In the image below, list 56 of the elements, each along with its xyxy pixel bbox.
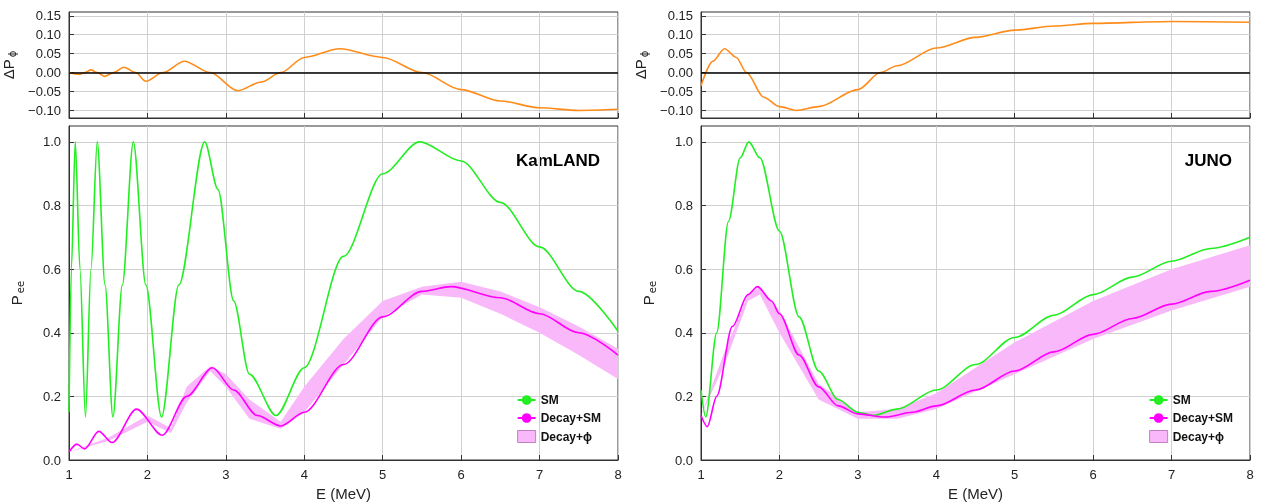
y-tick-label: 0.0 [674,452,693,468]
x-tick-label: 3 [222,467,230,482]
y-axis-title: Pee [7,280,26,306]
y-tick-label: 0.2 [42,388,61,404]
annotation: KamLAND [515,151,600,170]
x-tick-label: 6 [457,467,465,482]
x-tick-label: 1 [697,467,705,482]
y-tick-label: 0.2 [674,388,693,404]
x-tick-label: 8 [614,467,622,482]
y-tick-label: 0.05 [667,46,693,62]
x-tick-label: 4 [300,467,308,482]
x-tick-label: 7 [1167,467,1176,482]
x-tick-label: 4 [932,467,940,482]
x-tick-label: 3 [854,467,862,482]
y-axis-title: Pee [639,280,658,306]
y-axis-title: ΔPϕ [631,50,650,80]
y-tick-label: 0.8 [674,198,693,214]
x-tick-label: 6 [1089,467,1097,482]
legend-label: Decay+SM [540,411,602,425]
x-axis-title: E (MeV) [315,485,372,502]
y-tick-label: 1.0 [674,134,693,150]
y-tick-label: 0.00 [667,65,693,81]
x-tick-label: 1 [65,467,73,482]
y-tick-label: 0.6 [42,261,61,277]
y-tick-label: −0.05 [28,84,61,99]
y-tick-label: 0.10 [35,27,61,43]
x-tick-label: 2 [775,467,784,482]
legend-label: SM [1172,393,1191,407]
y-tick-label: 0.00 [35,65,61,81]
y-tick-label: 1.0 [42,134,61,150]
line-series [700,20,1251,112]
annotation: JUNO [1184,151,1232,170]
y-tick-label: 0.4 [42,325,61,341]
legend-label: Decay+SM [1172,411,1234,425]
x-tick-label: 8 [1246,467,1254,482]
legend-label: Decay+ϕ [1172,429,1225,444]
x-tick-label: 2 [143,467,152,482]
y-tick-label: 0.10 [667,27,693,43]
y-tick-label: 0.4 [674,325,693,341]
y-tick-label: −0.10 [28,102,61,118]
y-tick-label: −0.10 [660,102,693,118]
y-tick-label: 0.6 [674,261,693,277]
x-tick-label: 5 [1011,467,1019,482]
y-tick-label: 0.15 [667,8,693,24]
x-tick-label: 7 [535,467,544,482]
legend-label: Decay+ϕ [540,429,593,444]
y-tick-label: 0.15 [35,8,61,24]
y-tick-label: −0.05 [660,84,693,99]
y-tick-label: 0.05 [35,46,61,62]
x-tick-label: 5 [379,467,387,482]
y-axis-title: ΔPϕ [0,50,18,80]
line-series [700,279,1251,428]
y-tick-label: 0.0 [42,452,61,468]
y-tick-label: 0.8 [42,198,61,214]
x-axis-title: E (MeV) [947,485,1004,502]
legend-label: SM [540,393,559,407]
